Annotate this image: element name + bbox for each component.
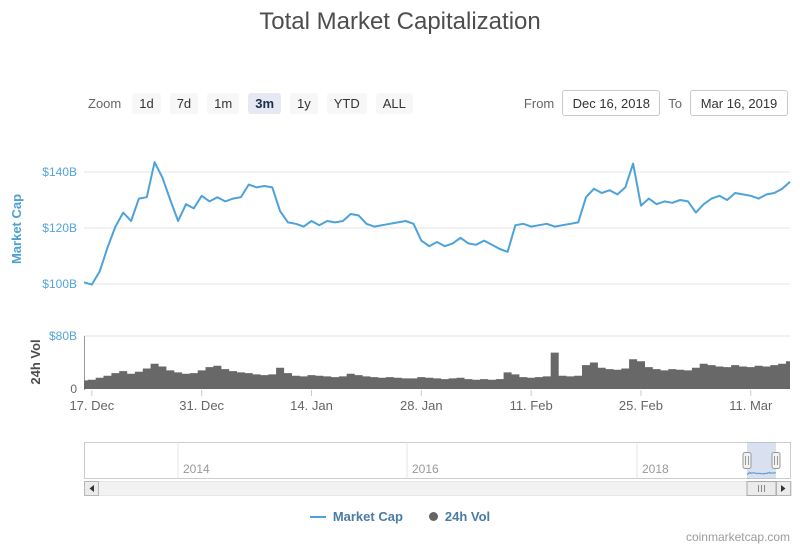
volume-series bbox=[84, 352, 790, 389]
zoom-button-7d[interactable]: 7d bbox=[169, 92, 199, 114]
zoom-button-all[interactable]: ALL bbox=[375, 92, 413, 114]
scrollbar-track[interactable] bbox=[84, 481, 792, 496]
legend-item-label: Market Cap bbox=[332, 509, 403, 524]
legend-item-label: 24h Vol bbox=[444, 509, 491, 524]
to-date-input[interactable] bbox=[690, 90, 788, 116]
navigator-year-label: 2018 bbox=[642, 462, 669, 476]
yaxis-label-volume: 0 bbox=[70, 382, 77, 396]
navigator-outline bbox=[84, 442, 791, 479]
date-range-group: From To bbox=[524, 90, 788, 116]
navigator-left-handle[interactable] bbox=[742, 452, 752, 469]
zoom-button-group: Zoom 1d 7d 1m 3m 1y YTD ALL bbox=[88, 92, 413, 114]
navigator-year-label: 2016 bbox=[412, 462, 439, 476]
zoom-button-ytd[interactable]: YTD bbox=[326, 92, 367, 114]
scrollbar-right-arrow-icon bbox=[781, 485, 786, 492]
scrollbar-left-arrow-icon bbox=[89, 485, 94, 492]
xaxis-date-label: 28. Jan bbox=[400, 398, 443, 413]
zoom-button-3m[interactable]: 3m bbox=[248, 92, 282, 114]
xaxis-date-label: 11. Mar bbox=[729, 398, 773, 413]
legend-item-24h-vol[interactable]: 24h Vol bbox=[428, 509, 491, 524]
chart-legend: Market Cap 24h Vol bbox=[0, 509, 800, 524]
from-label: From bbox=[523, 95, 555, 111]
navigator-year-label: 2014 bbox=[183, 462, 210, 476]
navigator-right-handle[interactable] bbox=[771, 452, 781, 469]
from-date-input[interactable] bbox=[562, 90, 661, 116]
navigator-selected-range[interactable] bbox=[747, 442, 776, 479]
xaxis-date-label: 25. Feb bbox=[619, 398, 663, 413]
watermark: coinmarketcap.com bbox=[685, 530, 790, 544]
chart-title: Total Market Capitalization bbox=[259, 8, 541, 35]
yaxis-label-volume: $80B bbox=[49, 329, 77, 343]
legend-item-market-cap[interactable]: Market Cap bbox=[309, 509, 403, 524]
marketcap-axis-title: Market Cap bbox=[9, 194, 24, 264]
zoom-label: Zoom bbox=[88, 95, 122, 111]
navigator-series bbox=[747, 471, 777, 475]
legend-line-marker-icon bbox=[309, 515, 326, 518]
to-label: To bbox=[668, 95, 682, 111]
yaxis-label-marketcap: $100B bbox=[42, 277, 77, 291]
zoom-button-1d[interactable]: 1d bbox=[132, 92, 161, 114]
chart-controls: Zoom 1d 7d 1m 3m 1y YTD ALL From To bbox=[0, 90, 800, 116]
zoom-button-1y[interactable]: 1y bbox=[290, 92, 318, 114]
xaxis-date-label: 31. Dec bbox=[179, 398, 224, 413]
market-cap-series bbox=[83, 161, 791, 286]
yaxis-label-marketcap: $120B bbox=[42, 221, 77, 235]
yaxis-label-marketcap: $140B bbox=[42, 165, 77, 179]
xaxis-date-label: 11. Feb bbox=[510, 398, 553, 413]
legend-circle-marker-icon bbox=[428, 512, 438, 521]
zoom-button-1m[interactable]: 1m bbox=[207, 92, 240, 114]
zoom-buttons: 1d 7d 1m 3m 1y YTD ALL bbox=[132, 92, 413, 114]
xaxis-date-label: 17. Dec bbox=[69, 398, 114, 413]
volume-axis-title: 24h Vol bbox=[28, 339, 43, 384]
xaxis-date-label: 14. Jan bbox=[290, 398, 333, 413]
